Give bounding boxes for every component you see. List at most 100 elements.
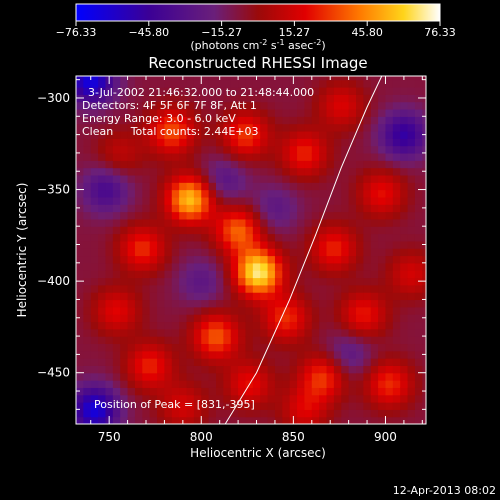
heatmap-cell bbox=[171, 94, 180, 103]
heatmap-cell bbox=[282, 138, 291, 147]
heatmap-cell bbox=[164, 189, 173, 198]
heatmap-cell bbox=[171, 321, 180, 330]
heatmap-cell bbox=[208, 372, 217, 381]
heatmap-cell bbox=[120, 123, 129, 132]
heatmap-cell bbox=[112, 380, 121, 388]
heatmap-cell bbox=[98, 79, 107, 88]
heatmap-cell bbox=[208, 145, 217, 154]
heatmap-cell bbox=[179, 270, 188, 279]
heatmap-cell bbox=[216, 138, 224, 147]
heatmap-cell bbox=[127, 218, 136, 227]
heatmap-cell bbox=[297, 116, 306, 125]
heatmap-cell bbox=[311, 226, 320, 235]
heatmap-cell bbox=[142, 204, 151, 213]
heatmap-cell bbox=[422, 189, 426, 198]
heatmap-cell bbox=[76, 182, 84, 191]
heatmap-cell bbox=[333, 233, 342, 242]
heatmap-cell bbox=[120, 86, 129, 95]
heatmap-cell bbox=[274, 299, 283, 308]
heatmap-cell bbox=[127, 409, 136, 418]
heatmap-cell bbox=[149, 130, 158, 139]
heatmap-cell bbox=[208, 365, 217, 374]
heatmap-cell bbox=[157, 292, 166, 301]
heatmap-cell bbox=[179, 116, 188, 125]
heatmap-cell bbox=[356, 182, 364, 191]
heatmap-cell bbox=[400, 372, 409, 381]
heatmap-cell bbox=[319, 108, 328, 117]
heatmap-cell bbox=[341, 204, 350, 213]
heatmap-cell bbox=[134, 204, 143, 213]
heatmap-cell bbox=[282, 394, 291, 403]
heatmap-cell bbox=[245, 160, 254, 169]
heatmap-cell bbox=[127, 108, 136, 117]
heatmap-cell bbox=[186, 79, 195, 88]
heatmap-cell bbox=[311, 240, 320, 249]
heatmap-cell bbox=[90, 292, 99, 301]
heatmap-cell bbox=[378, 86, 387, 95]
heatmap-cell bbox=[120, 350, 129, 359]
heatmap-cell bbox=[98, 387, 107, 396]
heatmap-cell bbox=[171, 101, 180, 110]
heatmap-cell bbox=[98, 372, 107, 381]
heatmap-cell bbox=[142, 211, 151, 220]
heatmap-cell bbox=[83, 328, 92, 337]
heatmap-cell bbox=[98, 196, 107, 205]
heatmap-cell bbox=[157, 358, 166, 366]
heatmap-cell bbox=[252, 277, 261, 286]
heatmap-cell bbox=[193, 394, 202, 403]
heatmap-cell bbox=[274, 416, 283, 424]
heatmap-cell bbox=[230, 394, 239, 403]
heatmap-cell bbox=[216, 321, 224, 330]
heatmap-cell bbox=[422, 372, 426, 381]
heatmap-cell bbox=[282, 196, 291, 205]
heatmap-cell bbox=[105, 380, 114, 388]
heatmap-cell bbox=[274, 248, 283, 257]
heatmap-cell bbox=[193, 336, 202, 345]
heatmap-cell bbox=[252, 394, 261, 403]
heatmap-cell bbox=[112, 328, 121, 337]
heatmap-cell bbox=[164, 372, 173, 381]
heatmap-cell bbox=[76, 409, 84, 418]
heatmap-cell bbox=[400, 365, 409, 374]
heatmap-cell bbox=[341, 152, 350, 161]
heatmap-cell bbox=[120, 277, 129, 286]
heatmap-cell bbox=[378, 336, 387, 345]
heatmap-cell bbox=[289, 394, 298, 403]
heatmap-cell bbox=[134, 277, 143, 286]
heatmap-cell bbox=[252, 387, 261, 396]
heatmap-cell bbox=[171, 76, 180, 81]
heatmap-cell bbox=[223, 380, 232, 388]
heatmap-cell bbox=[186, 101, 195, 110]
heatmap-cell bbox=[363, 248, 372, 257]
heatmap-cell bbox=[311, 145, 320, 154]
heatmap-cell bbox=[230, 306, 239, 315]
heatmap-cell bbox=[201, 138, 210, 147]
heatmap-cell bbox=[164, 350, 173, 359]
heatmap-cell bbox=[304, 255, 313, 264]
heatmap-cell bbox=[76, 270, 84, 279]
heatmap-cell bbox=[400, 94, 409, 103]
heatmap-cell bbox=[76, 262, 84, 271]
heatmap-cell bbox=[378, 123, 387, 132]
heatmap-cell bbox=[400, 284, 409, 293]
heatmap-cell bbox=[230, 372, 239, 381]
heatmap-cell bbox=[245, 336, 254, 345]
heatmap-cell bbox=[333, 394, 342, 403]
heatmap-cell bbox=[164, 196, 173, 205]
heatmap-cell bbox=[422, 336, 426, 345]
heatmap-cell bbox=[112, 94, 121, 103]
heatmap-cell bbox=[142, 343, 151, 352]
heatmap-cell bbox=[282, 314, 291, 323]
heatmap-cell bbox=[356, 123, 364, 132]
heatmap-cell bbox=[297, 76, 306, 81]
heatmap-cell bbox=[341, 86, 350, 95]
heatmap-cell bbox=[201, 152, 210, 161]
heatmap-cell bbox=[112, 130, 121, 139]
heatmap-cell bbox=[105, 174, 114, 183]
heatmap-cell bbox=[83, 76, 92, 81]
heatmap-cell bbox=[171, 226, 180, 235]
heatmap-cell bbox=[134, 94, 143, 103]
heatmap-cell bbox=[289, 365, 298, 374]
heatmap-cell bbox=[223, 321, 232, 330]
